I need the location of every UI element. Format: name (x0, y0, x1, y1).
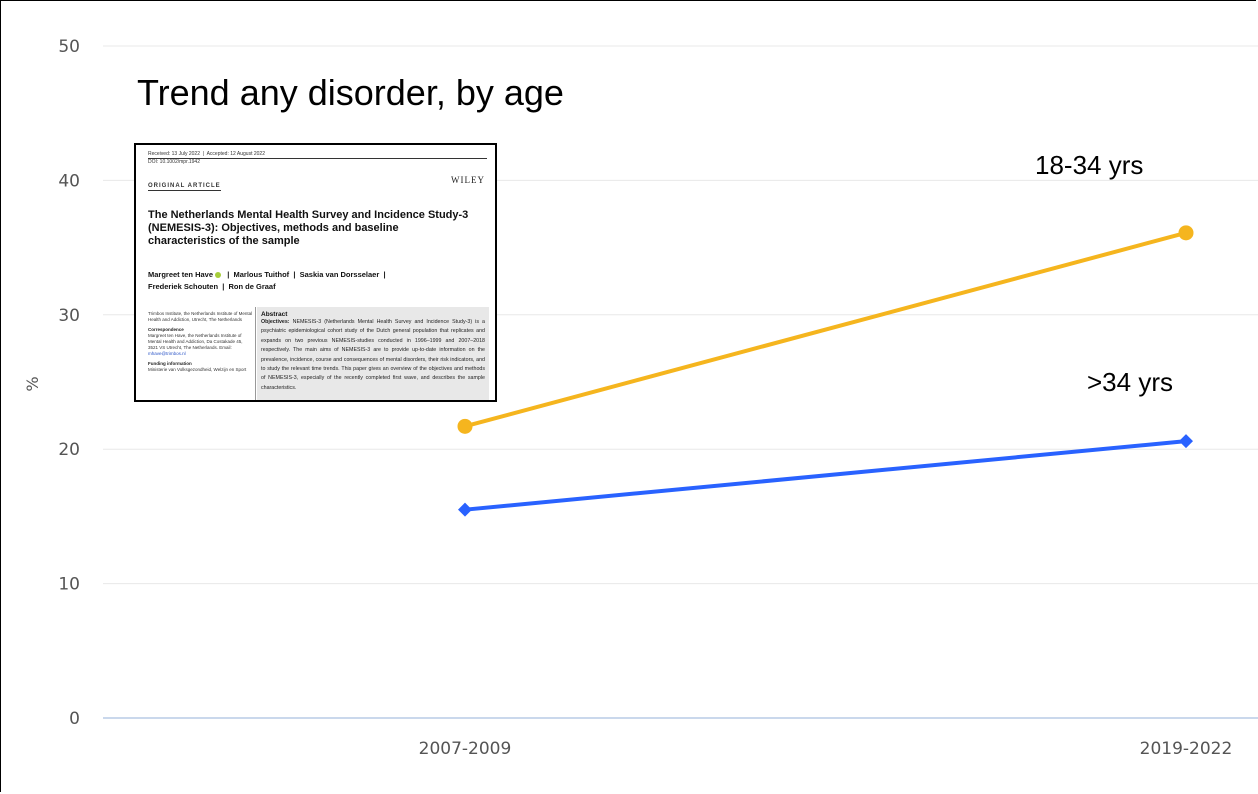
series-line (464, 230, 1187, 429)
paper-dates: Received: 13 July 2022 | Accepted: 12 Au… (148, 151, 265, 157)
paper-doi: DOI: 10.1002/mpr.1942 (148, 159, 200, 165)
x-tick-label: 2007-2009 (419, 739, 512, 759)
y-axis-label: % (23, 376, 42, 391)
series-group (457, 225, 1194, 517)
y-axis-ticks: 0 10 20 30 40 50 (58, 37, 80, 729)
x-axis-ticks: 2007-2009 2019-2022 (419, 739, 1233, 759)
data-point (458, 502, 472, 517)
paper-divider (255, 307, 256, 400)
y-tick-label: 50 (58, 37, 80, 57)
orcid-icon (215, 272, 222, 279)
data-point (457, 418, 473, 434)
series-label-over-34: >34 yrs (1087, 367, 1173, 397)
paper-kicker: ORIGINAL ARTICLE (148, 183, 221, 191)
x-tick-label: 2019-2022 (1140, 739, 1233, 759)
data-point (1178, 225, 1194, 241)
y-tick-label: 10 (58, 575, 80, 595)
chart-title: Trend any disorder, by age (137, 72, 564, 113)
paper-abstract: Abstract Objectives: NEMESIS-3 (Netherla… (257, 307, 489, 400)
gridlines (103, 45, 1258, 719)
y-tick-label: 30 (58, 306, 80, 326)
paper-publisher-logo: WILEY (451, 175, 485, 185)
paper-title: The Netherlands Mental Health Survey and… (148, 209, 469, 247)
series-label-18-34: 18-34 yrs (1035, 150, 1143, 180)
paper-authors: Margreet ten Have | Marlous Tuithof | Sa… (148, 270, 386, 291)
y-tick-label: 0 (69, 709, 80, 729)
series-line (464, 439, 1187, 512)
paper-rule (148, 158, 487, 159)
data-point (1179, 434, 1193, 449)
y-tick-label: 40 (58, 171, 80, 191)
paper-sidebar: Trimbos Institute, the Netherlands Insti… (148, 311, 253, 372)
paper-inset: Received: 13 July 2022 | Accepted: 12 Au… (134, 143, 497, 402)
y-tick-label: 20 (58, 440, 80, 460)
